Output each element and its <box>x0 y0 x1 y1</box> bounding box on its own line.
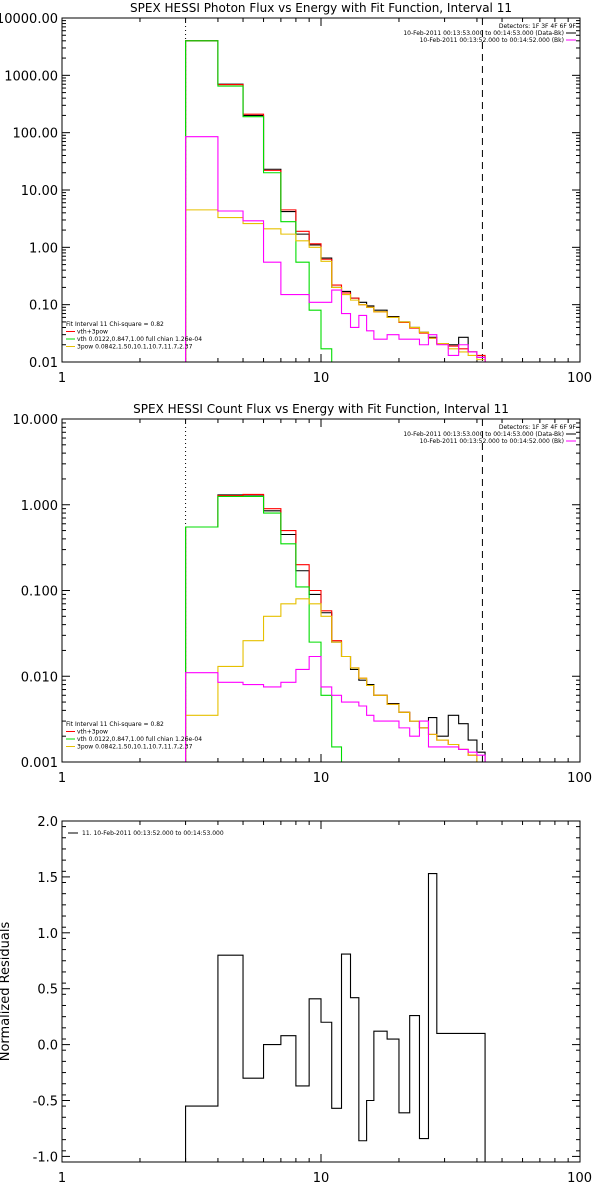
y-tick-label: 10.00 <box>21 184 58 199</box>
series-group <box>185 493 486 762</box>
header-line: 10-Feb-2011 00:13:52.000 to 00:14:52.000… <box>420 37 564 44</box>
header-line: Detectors: 1F 3F 4F 6F 9F <box>499 23 577 30</box>
header-line: 10-Feb-2011 00:13:53.000 to 00:14:53.000… <box>403 30 564 37</box>
y-tick-label: -0.5 <box>33 1095 58 1110</box>
y-tick-label: 0.5 <box>37 983 58 998</box>
y-tick-label: 0.01 <box>29 356 58 371</box>
y-tick-label: 0.100 <box>21 585 58 600</box>
legend-text: 3pow 0.0842,1.50,10.1,10.7,11.7,2.37 <box>77 744 193 751</box>
x-tick-label: 10 <box>313 1171 330 1186</box>
y-axis-label: Normalized Residuals <box>0 922 13 1062</box>
y-tick-label: 0.010 <box>21 670 58 685</box>
series-group <box>185 40 486 362</box>
series-5-line <box>185 655 486 762</box>
series-4-line <box>185 209 486 362</box>
plot-frame <box>61 418 581 763</box>
y-tick-label: 1.00 <box>29 241 58 256</box>
series-5-line <box>185 136 486 362</box>
legend-text: vth+3pow <box>77 329 108 336</box>
series-2-line <box>185 493 486 762</box>
header-line: 10-Feb-2011 00:13:52.000 to 00:14:52.000… <box>420 438 564 445</box>
legend-text: vth+3pow <box>77 729 108 736</box>
series-3-line <box>185 495 343 762</box>
x-tick-label: 1 <box>58 1171 66 1186</box>
series-2-line <box>185 40 486 362</box>
series-1-line <box>185 40 486 362</box>
y-tick-label: 1.000 <box>21 499 58 514</box>
series-group <box>185 873 486 1162</box>
y-tick-label: 0.001 <box>21 756 58 771</box>
legend-text: vth 0.0122,0.847,1.00 full chian 1.26e-0… <box>77 336 202 343</box>
y-tick-label: 0.0 <box>37 1039 58 1054</box>
series-3-line <box>185 40 333 362</box>
series-1-line <box>185 873 486 1162</box>
y-tick-label: 10.000 <box>13 413 59 428</box>
header-line: Detectors: 1F 3F 4F 6F 9F <box>499 424 577 431</box>
y-tick-label: 10000.00 <box>0 12 58 27</box>
series-1-line <box>185 494 486 762</box>
legend-text: 3pow 0.0842,1.50,10.1,10.7,11.7,2.37 <box>77 344 193 351</box>
x-tick-label: 10 <box>313 371 330 386</box>
y-tick-label: 1.5 <box>37 871 58 886</box>
header-line: 10-Feb-2011 00:13:53.000 to 00:14:53.000… <box>403 431 564 438</box>
x-tick-label: 1 <box>58 371 66 386</box>
legend-text: Fit Interval 11 Chi-square = 0.82 <box>66 721 164 728</box>
plot-3: Normalized Residuals 1 10 100 -1.0 -0.5 0.0 0.5… <box>0 815 592 1186</box>
plot-frame <box>61 17 581 363</box>
x-tick-label: 10 <box>313 771 330 786</box>
y-tick-label: 1000.00 <box>4 69 58 84</box>
legend-text: 11. 10-Feb-2011 00:13:52.000 to 00:14:53… <box>82 830 224 837</box>
plot-title: SPEX HESSI Count Flux vs Energy with Fit… <box>133 402 509 416</box>
y-tick-label: 0.10 <box>29 299 58 314</box>
plot-2: SPEX HESSI Count Flux vs Energy with Fit… <box>13 402 593 786</box>
series-4-line <box>185 598 486 762</box>
plot-1: SPEX HESSI Photon Flux vs Energy with Fi… <box>0 1 592 386</box>
y-tick-label: 100.00 <box>13 127 59 142</box>
y-tick-label: -1.0 <box>33 1150 58 1165</box>
legend-text: Fit Interval 11 Chi-square = 0.82 <box>66 321 164 328</box>
y-tick-label: 1.0 <box>37 927 58 942</box>
x-tick-label: 100 <box>567 771 592 786</box>
plot-title: SPEX HESSI Photon Flux vs Energy with Fi… <box>130 1 512 15</box>
x-tick-label: 1 <box>58 771 66 786</box>
x-tick-label: 100 <box>567 371 592 386</box>
y-tick-label: 2.0 <box>37 815 58 830</box>
legend-text: vth 0.0122,0.847,1.00 full chian 1.26e-0… <box>77 736 202 743</box>
x-tick-label: 100 <box>567 1171 592 1186</box>
plot-frame <box>61 820 581 1163</box>
